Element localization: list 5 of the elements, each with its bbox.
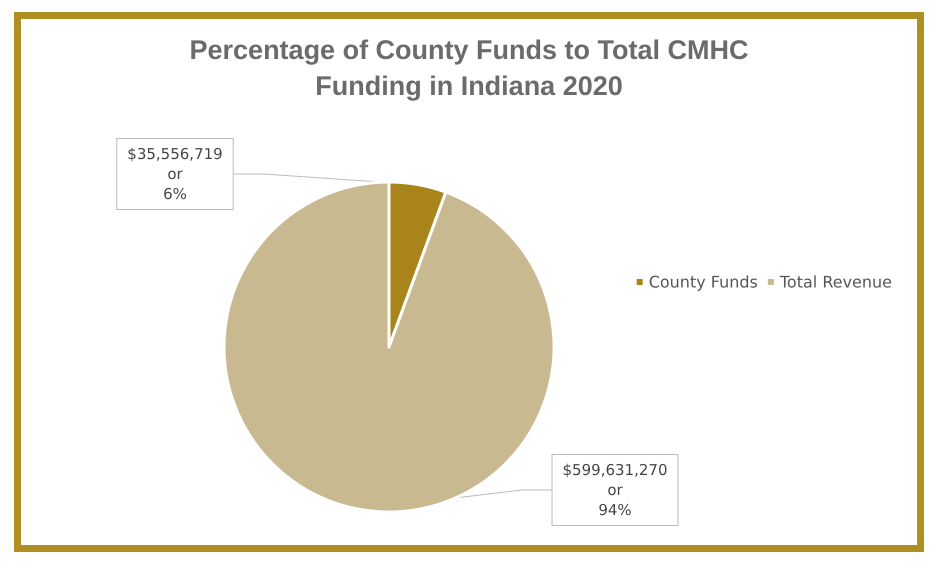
data-label: $599,631,270 or 94% (562, 461, 668, 519)
chart-title: Percentage of County Funds to Total CMHC Funding in Indiana 2020 (190, 35, 748, 101)
data-label: $35,556,719 or 6% (127, 145, 223, 203)
legend-label: County Funds (648, 272, 758, 292)
legend-label: Total Revenue (778, 272, 892, 292)
